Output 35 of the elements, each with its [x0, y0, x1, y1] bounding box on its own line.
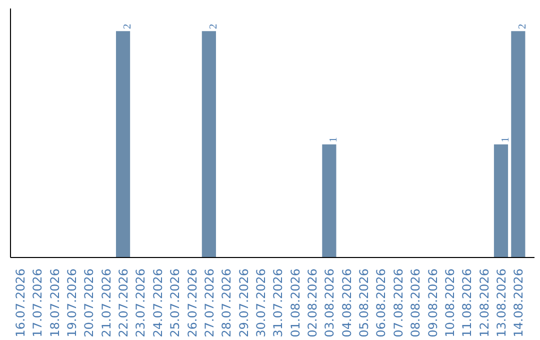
data-label: 1 — [500, 136, 512, 142]
data-label: 1 — [328, 136, 340, 142]
x-tick-label: 08.08.2026 — [408, 268, 423, 338]
x-tick-label: 23.07.2026 — [134, 268, 148, 338]
x-tick-label: 09.08.2026 — [426, 268, 440, 338]
data-label: 2 — [518, 24, 529, 30]
x-tick-label: 22.07.2026 — [116, 268, 131, 338]
x-tick-label: 31.07.2026 — [271, 268, 286, 338]
x-tick-label: 16.07.2026 — [13, 268, 28, 338]
x-tick-label: 07.08.2026 — [391, 268, 406, 338]
x-tick-label: 27.07.2026 — [202, 268, 216, 338]
x-tick-label: 30.07.2026 — [254, 268, 268, 338]
x-tick-label: 06.08.2026 — [374, 268, 388, 338]
x-tick-label: 29.07.2026 — [236, 268, 251, 338]
data-label: 2 — [122, 24, 134, 30]
x-tick-label: 17.07.2026 — [30, 268, 45, 338]
x-tick-label: 28.07.2026 — [220, 268, 234, 338]
x-tick-label: 19.07.2026 — [64, 268, 79, 338]
x-tick-label: 02.08.2026 — [306, 268, 320, 338]
data-label: 2 — [208, 24, 220, 30]
x-tick-label: 04.08.2026 — [340, 268, 354, 338]
x-tick-label: 18.07.2026 — [48, 268, 62, 338]
x-tick-label: 05.08.2026 — [357, 268, 372, 338]
x-tick-label: 10.08.2026 — [442, 268, 457, 338]
x-tick-label: 24.07.2026 — [150, 268, 165, 338]
x-tick-label: 20.07.2026 — [82, 268, 96, 338]
x-tick-label: 26.07.2026 — [185, 268, 200, 338]
x-tick-label: 03.08.2026 — [322, 268, 337, 338]
x-tick-label: 11.08.2026 — [460, 268, 474, 338]
x-tick-label: 13.08.2026 — [494, 268, 508, 338]
x-tick-label: 01.08.2026 — [288, 268, 302, 338]
x-tick-label: 25.07.2026 — [168, 268, 182, 338]
x-tick-label: 14.08.2026 — [512, 268, 526, 338]
x-tick-label: 21.07.2026 — [99, 268, 114, 338]
x-tick-label: 12.08.2026 — [477, 268, 492, 338]
